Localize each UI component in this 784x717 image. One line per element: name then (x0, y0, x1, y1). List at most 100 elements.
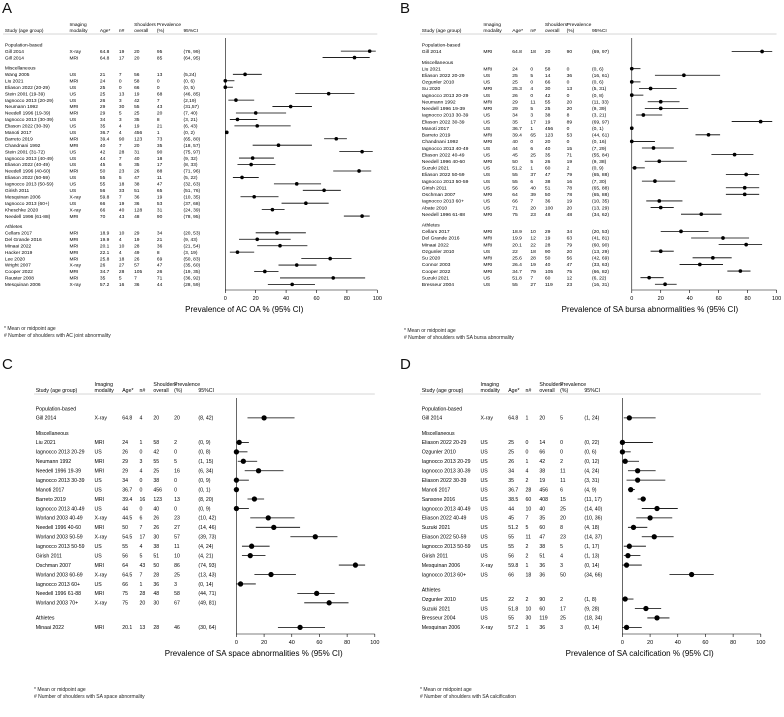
table-cell: (3, 19) (184, 250, 198, 256)
table-cell: (5,24) (184, 72, 197, 78)
table-cell: Eliason 2022 (20-29) (5, 85, 50, 91)
column-header: (%) (174, 388, 182, 394)
table-cell: US (481, 616, 489, 622)
table-cell: MRI (483, 229, 492, 235)
estimate-point (742, 192, 747, 197)
table-cell: 0 (526, 450, 529, 456)
table-cell: (0, 9) (592, 166, 604, 172)
table-cell: 105 (134, 269, 142, 275)
table-cell: 28 (134, 243, 140, 249)
table-cell: MRI (483, 99, 492, 105)
table-cell: Barreto 2019 (5, 136, 33, 142)
table-cell: 0 (530, 139, 533, 145)
table-cell: (49, 81) (198, 601, 216, 607)
table-cell: 25 (508, 450, 514, 456)
table-cell: 19 (119, 201, 125, 207)
forest-plot-a: Study (age group) Imaging modality Age* n# Sh… (3, 18, 383, 314)
table-cell: 1 (526, 459, 529, 465)
estimate-point (240, 458, 246, 464)
table-cell: 2 (526, 478, 529, 484)
table-cell: US (483, 185, 491, 191)
column-header: n# (526, 388, 532, 394)
estimate-point (237, 581, 244, 587)
table-cell: 35 (100, 276, 106, 282)
table-cell: 3 (174, 582, 177, 588)
table-cell: 29 (545, 229, 551, 235)
table-cell: 50 (512, 159, 518, 165)
table-cell: 123 (545, 133, 554, 139)
table-cell: Iagnocco 2013 (30-39) (5, 117, 54, 123)
estimate-point (711, 255, 715, 260)
table-cell: 25.8 (100, 256, 110, 262)
table-cell: (9, 38) (592, 159, 607, 165)
table-cell: 40 (539, 506, 545, 512)
table-cell: 22.1 (100, 250, 110, 256)
estimate-point (626, 543, 632, 549)
estimate-point (275, 231, 279, 235)
table-cell: 20 (157, 111, 163, 117)
table-cell: 56 (134, 72, 140, 78)
table-cell: Bresseur 2004 (422, 616, 456, 622)
table-cell: 11 (560, 469, 565, 475)
table-cell: 44 (122, 506, 128, 512)
table-cell: 13 (174, 497, 180, 503)
table-cell: Su 2020 (422, 86, 441, 92)
table-cell: MRI (70, 143, 79, 149)
footnote-age: * Mean or midpoint age (404, 328, 456, 334)
table-cell: 39.4 (100, 136, 110, 142)
x-tick-label: 80 (745, 296, 751, 302)
table-cell: 66 (545, 80, 551, 86)
table-cell: US (483, 80, 491, 86)
table-cell: 20 (140, 601, 146, 607)
table-cell: Chandnani 1992 (422, 139, 459, 145)
table-cell: 55 (508, 535, 514, 541)
x-tick-label: 60 (316, 640, 322, 646)
estimate-point (331, 276, 336, 280)
table-cell: 0 (140, 478, 143, 484)
estimate-point (278, 243, 282, 248)
table-cell: US (481, 440, 489, 446)
table-cell: US (95, 544, 103, 550)
table-cell: 20 (134, 143, 140, 149)
estimate-point (657, 199, 662, 203)
table-cell: 38 (153, 544, 159, 550)
table-cell: (10, 36) (584, 516, 602, 522)
table-cell: 48 (134, 214, 140, 220)
table-cell: Eliason 2022 50-59 (422, 172, 465, 178)
table-cell: Suzuki 2021 (422, 275, 450, 281)
table-cell: 28 (119, 149, 125, 155)
table-cell: 40 (545, 146, 551, 152)
estimate-point (622, 596, 628, 602)
table-cell: (0, 9) (198, 478, 210, 484)
table-cell: 51.2 (508, 525, 518, 531)
table-cell: 36 (539, 563, 545, 569)
table-cell: 48 (567, 212, 573, 218)
group-label: Miscellaneous (422, 431, 455, 437)
table-cell: 28 (530, 256, 536, 262)
table-cell: MRI (483, 139, 492, 145)
table-cell: US (483, 282, 491, 288)
estimate-point (658, 99, 663, 104)
estimate-point (654, 615, 660, 621)
table-cell: US (70, 124, 77, 130)
table-cell: 7 (119, 72, 122, 78)
table-cell: 51 (134, 188, 140, 194)
table-cell: Eliason 2022 30-39 (422, 119, 465, 125)
table-cell: US (483, 93, 491, 99)
table-cell: Iagnocco 2013 20-29 (422, 93, 469, 99)
table-cell: 44 (508, 506, 514, 512)
table-cell: 25 (100, 91, 106, 97)
table-cell: 119 (545, 282, 553, 288)
column-header: Shoulders (539, 382, 563, 388)
table-cell: (0, 22) (584, 440, 599, 446)
table-cell: 40 (512, 139, 518, 145)
table-cell: 26.4 (512, 262, 522, 268)
table-cell: Iagnocco 2013 (20-29) (5, 98, 54, 104)
table-cell: 6 (119, 162, 122, 168)
table-cell: (51, 76) (184, 188, 201, 194)
column-header: overall (545, 28, 560, 34)
table-cell: Iagnocco 2013 30-39 (422, 113, 469, 119)
table-cell: 71 (157, 276, 163, 282)
table-cell: 95 (157, 49, 163, 55)
table-cell: 0 (119, 85, 122, 91)
